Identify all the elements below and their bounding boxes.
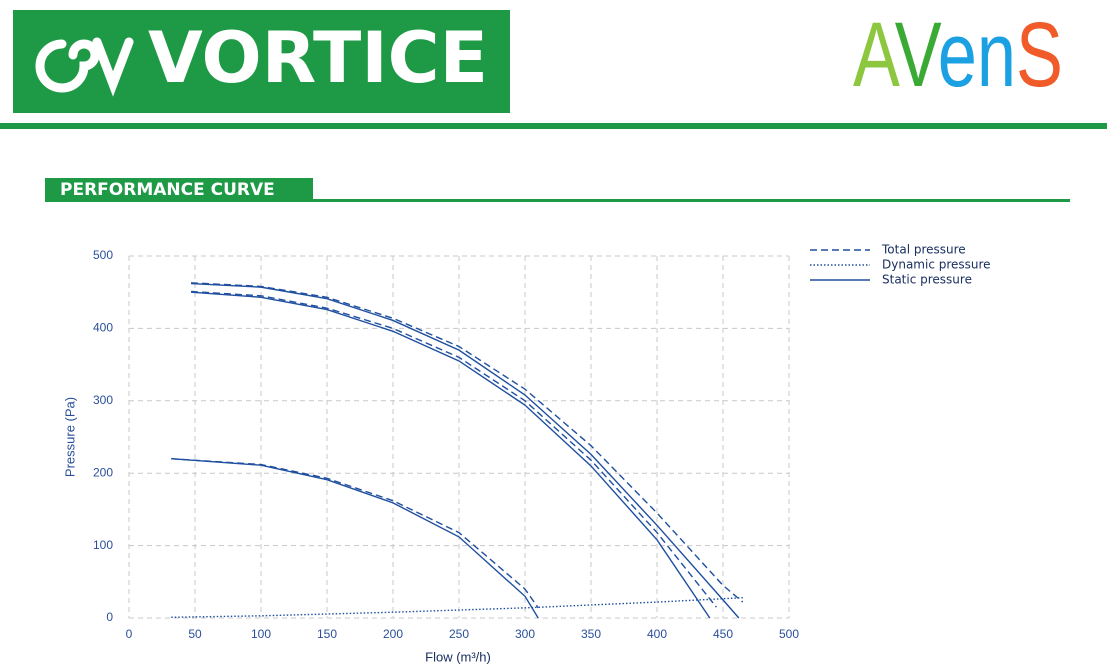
curve-dashed	[171, 458, 539, 609]
y-tick-label: 200	[93, 465, 113, 479]
curve-solid	[190, 291, 711, 619]
x-tick-label: 50	[188, 627, 202, 641]
x-tick-label: 350	[581, 627, 601, 641]
curve-dotted	[171, 597, 743, 618]
legend-label: Dynamic pressure	[882, 258, 991, 272]
y-tick-label: 300	[93, 393, 113, 407]
x-tick-label: 100	[251, 627, 271, 641]
logo-icon	[35, 37, 134, 97]
x-tick-label: 200	[383, 627, 403, 641]
x-tick-label: 400	[647, 627, 667, 641]
x-tick-label: 0	[126, 627, 133, 641]
brand-part: V	[895, 4, 942, 106]
y-tick-label: 100	[93, 538, 113, 552]
x-tick-label: 500	[779, 627, 799, 641]
brand-part: en	[938, 4, 1016, 106]
brand-logo: AVenS	[853, 4, 1063, 106]
legend-label: Static pressure	[882, 273, 972, 287]
x-tick-label: 450	[713, 627, 733, 641]
section-title: PERFORMANCE CURVE	[60, 180, 275, 200]
y-tick-label: 400	[93, 321, 113, 335]
x-tick-label: 300	[515, 627, 535, 641]
brand-part: A	[853, 4, 900, 106]
x-tick-label: 150	[317, 627, 337, 641]
curve-dashed	[191, 282, 744, 603]
logo-text: VORTICE	[148, 17, 488, 99]
x-tick-label: 250	[449, 627, 469, 641]
curve-solid	[171, 458, 539, 619]
section-tab	[45, 178, 313, 201]
legend-label: Total pressure	[881, 243, 966, 257]
brand-part: S	[1016, 4, 1063, 106]
curve-dashed	[190, 290, 717, 608]
section-rule	[45, 199, 1070, 202]
header-rule	[0, 123, 1107, 129]
y-tick-label: 500	[93, 248, 113, 262]
x-axis-label: Flow (m³/h)	[425, 649, 491, 664]
y-tick-label: 0	[106, 610, 113, 624]
curve-solid	[191, 282, 740, 619]
y-axis-label: Pressure (Pa)	[62, 397, 77, 477]
